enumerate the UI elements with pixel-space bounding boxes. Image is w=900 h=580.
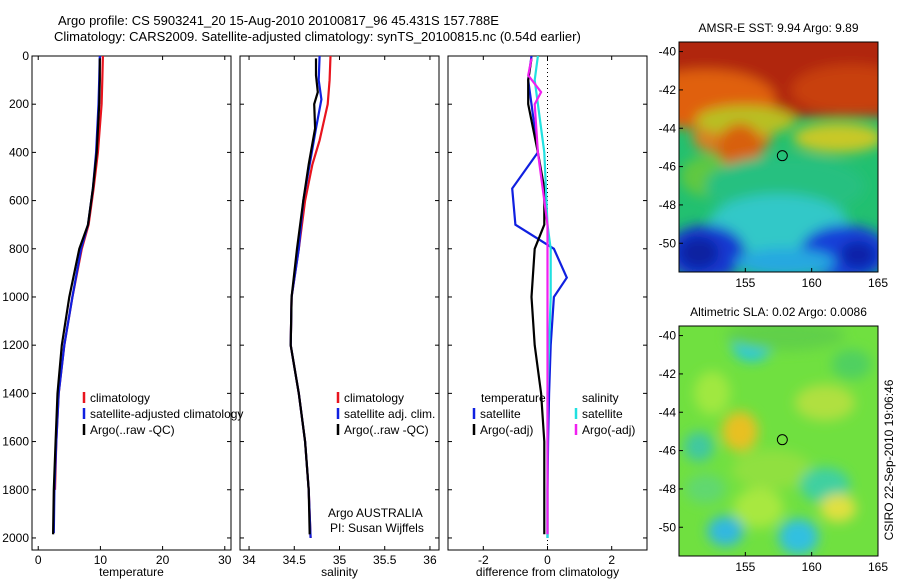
argo-position-marker	[776, 434, 788, 446]
map-frame	[678, 325, 879, 557]
x-tick-label: 155	[735, 276, 755, 290]
legend-salinity: climatology satellite adj. clim. Argo(..ra…	[336, 391, 435, 437]
x-tick-label: 160	[802, 276, 822, 290]
legend-temperature: climatology satellite-adjusted climatolog…	[82, 391, 243, 437]
heatmap-field	[679, 42, 878, 272]
legend-entry-label: climatology	[344, 391, 404, 405]
legend-entry-label: satellite	[480, 407, 521, 421]
map-title: Altimetric SLA: 0.02 Argo: 0.0086	[690, 305, 867, 319]
credit-stamp: CSIRO 22-Sep-2010 19:06:46	[882, 379, 896, 540]
y-tick-label: 1200	[2, 338, 29, 352]
title-line-2: Climatology: CARS2009. Satellite-adjuste…	[54, 29, 581, 44]
x-tick-label: 0	[544, 553, 551, 567]
y-tick-label: 1000	[2, 290, 29, 304]
series-line	[527, 58, 546, 535]
y-tick-label: 200	[9, 97, 29, 111]
x-axis-label: difference from climatology	[476, 565, 619, 579]
x-tick-label: 160	[802, 560, 822, 574]
y-tick-label: -44	[659, 121, 677, 135]
x-tick-label: 20	[156, 553, 170, 567]
y-tick-label: -42	[659, 83, 677, 97]
x-tick-label: 155	[735, 560, 755, 574]
legend-entry-label: satellite adj. clim.	[344, 407, 435, 421]
heatmap-blobs	[679, 42, 878, 272]
y-tick-label: 800	[9, 242, 29, 256]
legend-title-salinity: salinity	[582, 391, 619, 405]
heatmap-field	[679, 326, 878, 556]
y-tick-label: 0	[22, 49, 29, 63]
x-axis-label: salinity	[321, 565, 358, 579]
series-line	[52, 58, 101, 535]
x-tick-label: 165	[868, 276, 888, 290]
profile-panel-2: 34 34.5 35 35.5 36 salinity	[239, 55, 440, 579]
title-line-1: Argo profile: CS 5903241_20 15-Aug-2010 …	[58, 13, 499, 28]
legend-entry-label: Argo(-adj)	[582, 423, 635, 437]
argo-position-marker	[776, 150, 788, 162]
x-tick-label: 2	[608, 553, 615, 567]
legend-entry-label: Argo(..raw -QC)	[344, 423, 429, 437]
y-tick-label: -50	[659, 520, 677, 534]
y-tick-label: -42	[659, 367, 677, 381]
profile-panels: 0 10 20 30020040060080010001200140016001800…	[2, 49, 648, 579]
y-tick-label: 400	[9, 145, 29, 159]
x-tick-label: 36	[423, 553, 437, 567]
x-tick-label: 10	[94, 553, 108, 567]
map-panels: 155 160 165 -40 -42 -44 -46 -48 -50 AMSR-E SST: 9…	[659, 21, 896, 574]
series-line	[527, 58, 549, 535]
y-tick-label: -46	[659, 160, 677, 174]
x-tick-label: 35	[333, 553, 347, 567]
panel-frame	[239, 55, 440, 551]
y-tick-label: -44	[659, 405, 677, 419]
x-tick-label: -2	[478, 553, 489, 567]
x-tick-label: 34	[242, 553, 256, 567]
x-tick-label: 35.5	[373, 553, 397, 567]
legend-entry-label: climatology	[90, 391, 150, 405]
x-tick-label: 34.5	[283, 553, 307, 567]
y-tick-label: 600	[9, 194, 29, 208]
y-tick-label: -50	[659, 236, 677, 250]
legend-entry-label: Argo(..raw -QC)	[90, 423, 175, 437]
y-tick-label: -40	[659, 329, 677, 343]
x-axis-label: temperature	[99, 565, 164, 579]
map-frame	[678, 41, 879, 273]
credit-agency: Argo AUSTRALIA	[328, 506, 423, 520]
legend-title-temperature: temperature	[481, 391, 546, 405]
legend-entry-label: Argo(-adj)	[480, 423, 533, 437]
y-tick-label: -48	[659, 482, 677, 496]
legend-difference: temperature salinity satellite Argo(-adj) sa…	[472, 391, 635, 437]
map-title: AMSR-E SST: 9.94 Argo: 9.89	[698, 21, 858, 35]
y-tick-label: 1400	[2, 386, 29, 400]
panel-frame	[31, 55, 232, 551]
map-panel-1: 155 160 165 -40 -42 -44 -46 -48 -50 AMSR-E SST: 9…	[659, 21, 889, 290]
credit-pi: PI: Susan Wijffels	[330, 521, 424, 535]
legend-entry-label: satellite-adjusted climatology	[90, 407, 243, 421]
legend-entry-label: satellite	[582, 407, 623, 421]
x-tick-label: 165	[868, 560, 888, 574]
profile-panel-1: 0 10 20 30 0 200 400 600 800 1000 1200 1400 1600 1800…	[2, 49, 231, 579]
y-tick-label: 1800	[2, 483, 29, 497]
y-tick-label: -48	[659, 198, 677, 212]
heatmap-blobs	[683, 326, 872, 555]
y-tick-label: 2000	[2, 531, 29, 545]
y-tick-label: 1600	[2, 435, 29, 449]
series-line	[289, 58, 319, 535]
y-tick-label: -46	[659, 444, 677, 458]
x-tick-label: 30	[218, 553, 232, 567]
y-tick-label: -40	[659, 45, 677, 59]
x-tick-label: 0	[35, 553, 42, 567]
map-panel-2: 155 160 165 -40 -42 -44 -46 -48 -50 Altimetric SL…	[659, 305, 889, 574]
